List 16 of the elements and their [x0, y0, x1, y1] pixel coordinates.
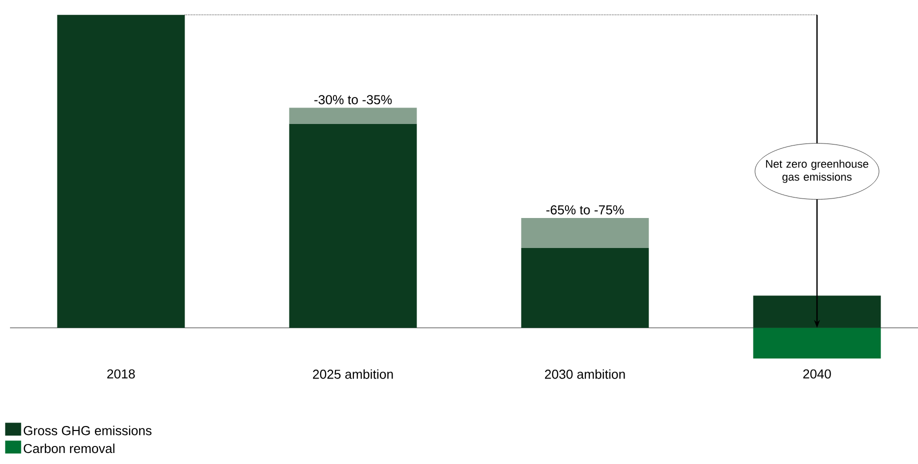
annotation: -65% to -75%: [546, 205, 624, 214]
annotation: -30% to -35%: [314, 95, 392, 104]
x-tick-label: 2040: [803, 369, 831, 379]
legend-label: Gross GHG emissions: [24, 426, 152, 436]
bar: [521, 248, 649, 328]
bar: [753, 296, 881, 328]
x-tick-label: 2018: [107, 369, 135, 379]
x-tick-label: 2030 ambition: [544, 369, 625, 379]
bar: [57, 14, 185, 328]
x-tick-label: 2025 ambition: [312, 369, 393, 379]
bar: [289, 108, 417, 124]
bar: [521, 218, 649, 248]
annotation: Net zero greenhouse gas emissions: [766, 160, 868, 183]
bar: [753, 328, 881, 358]
bar: [289, 124, 417, 328]
legend-label: Carbon removal: [24, 444, 114, 454]
